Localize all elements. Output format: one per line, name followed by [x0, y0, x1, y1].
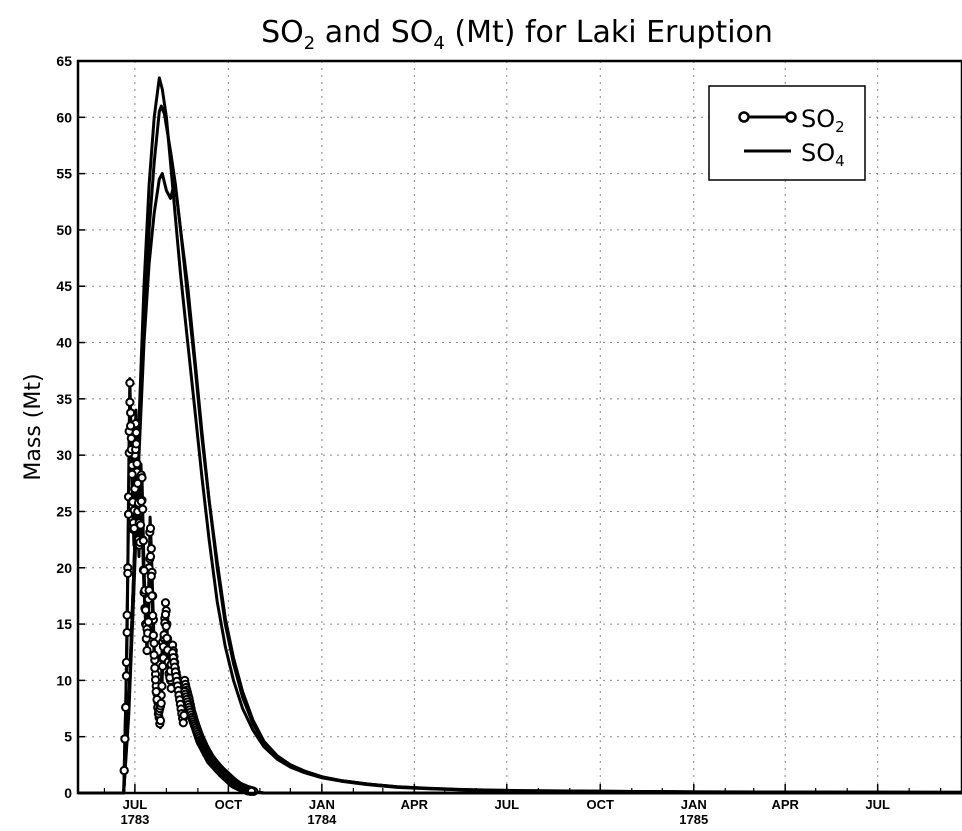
so2-marker — [149, 638, 159, 648]
y-tick-label: 50 — [56, 222, 72, 238]
x-tick-label: JAN — [681, 797, 707, 812]
so2-marker — [125, 378, 135, 388]
so2-marker — [136, 496, 146, 506]
so2-series-line — [78, 377, 962, 795]
legend-item-so2: SO2 — [738, 105, 845, 136]
so2-marker — [122, 610, 132, 620]
grid-lines — [78, 61, 962, 793]
y-tick-label: 10 — [56, 672, 72, 688]
x-tick-label: APR — [401, 797, 429, 812]
so2-marker — [123, 509, 134, 519]
so2-marker — [121, 702, 131, 713]
so4-series-line — [78, 104, 962, 795]
y-tick-label: 40 — [56, 335, 72, 351]
y-tick-label: 60 — [56, 109, 72, 125]
y-tick-label: 30 — [56, 447, 72, 463]
so4-series-line — [78, 76, 962, 795]
y-axis-ticks: 0 5 10 15 20 25 30 35 40 45 50 55 60 65 — [56, 53, 85, 801]
so2-marker — [146, 571, 156, 581]
so2-marker — [162, 633, 172, 643]
x-tick-year: 1785 — [679, 812, 708, 827]
so2-marker — [146, 544, 156, 554]
x-tick-label: JUL — [865, 797, 890, 812]
so2-marker — [142, 645, 152, 656]
so2-marker — [145, 551, 156, 562]
x-tick-label: OCT — [587, 797, 615, 812]
so2-marker — [148, 630, 158, 640]
so2-marker — [161, 621, 171, 631]
series-group — [78, 76, 962, 796]
so2-marker — [148, 611, 158, 621]
so2-marker — [121, 657, 132, 668]
so2-marker — [126, 408, 136, 418]
so2-marker — [137, 473, 147, 483]
plot-frame — [76, 59, 962, 795]
so2-marker — [139, 566, 149, 576]
legend-box — [708, 85, 866, 181]
x-tick-label: JAN — [309, 797, 335, 812]
so2-marker — [131, 428, 141, 438]
y-tick-label: 15 — [56, 616, 72, 632]
legend: SO2 SO4 — [708, 85, 866, 181]
so2-marker — [150, 663, 160, 673]
y-tick-label: 25 — [56, 503, 72, 519]
so2-marker — [119, 765, 129, 776]
y-tick-label: 65 — [56, 53, 72, 69]
so2-marker — [122, 627, 132, 638]
chart-title: SO2 and SO4 (Mt) for Laki Eruption — [261, 15, 773, 54]
so2-marker — [127, 469, 137, 479]
y-tick-label: 5 — [64, 729, 72, 745]
so2-marker — [121, 671, 132, 681]
y-tick-label: 20 — [56, 560, 72, 576]
so2-marker — [138, 504, 148, 514]
so2-marker — [143, 617, 153, 627]
so2-marker — [136, 520, 146, 530]
x-tick-year: 1784 — [307, 812, 337, 827]
y-tick-label: 35 — [56, 391, 72, 407]
so2-marker — [178, 718, 188, 728]
so2-marker — [126, 433, 136, 443]
so2-marker — [138, 536, 148, 546]
y-tick-label: 55 — [56, 166, 72, 182]
so2-marker — [145, 523, 156, 534]
so2-marker — [131, 439, 141, 449]
so2-marker — [157, 681, 167, 691]
so2-marker — [126, 421, 136, 431]
so2-marker — [158, 661, 168, 671]
so2-marker — [156, 698, 166, 708]
legend-so2-label: SO2 — [801, 105, 845, 136]
so2-marker — [150, 675, 161, 685]
so2-marker — [149, 650, 159, 660]
y-tick-label: 45 — [56, 278, 72, 294]
so2-marker — [123, 568, 133, 579]
so4-series-line — [78, 172, 962, 795]
x-tick-label: JUL — [495, 797, 520, 812]
legend-so4-label: SO4 — [801, 139, 845, 170]
x-tick-label: JUL — [123, 797, 148, 812]
so2-marker — [132, 459, 142, 469]
legend-item-so4: SO4 — [744, 139, 845, 170]
y-tick-label: 0 — [64, 785, 72, 801]
legend-so2-marker-left — [738, 111, 750, 123]
so2-marker — [141, 605, 151, 615]
x-tick-label: APR — [771, 797, 799, 812]
x-tick-year: 1783 — [120, 812, 149, 827]
so2-marker — [120, 734, 130, 744]
x-tick-label: OCT — [215, 797, 243, 812]
so2-marker — [147, 591, 157, 601]
y-axis-label: Mass (Mt) — [21, 373, 46, 480]
legend-so2-marker-right — [785, 111, 797, 123]
so2-marker — [160, 598, 171, 608]
so2-marker — [160, 609, 171, 620]
so2-marker — [125, 397, 135, 407]
